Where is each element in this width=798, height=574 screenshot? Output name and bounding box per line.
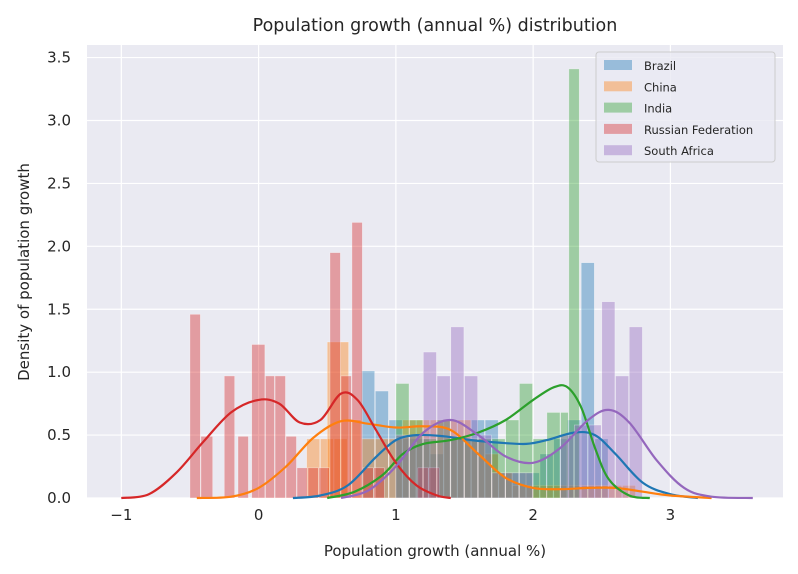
- histogram-bar: [223, 375, 235, 499]
- y-tick-label: 0.0: [47, 489, 71, 507]
- histogram-bar: [329, 252, 341, 499]
- legend: Brazil China India Russian Federation South …: [595, 51, 776, 163]
- x-tick-label: 2: [528, 506, 538, 524]
- bars-south-africa: [395, 301, 643, 499]
- histogram-bar: [285, 436, 297, 499]
- histogram-bar: [615, 375, 629, 499]
- legend-swatch: [604, 123, 632, 134]
- kde-line-india: [326, 384, 650, 500]
- x-tick-label: 3: [666, 506, 676, 524]
- legend-swatch: [604, 81, 632, 92]
- histogram-bar: [265, 375, 275, 499]
- legend-label: South Africa: [644, 144, 714, 158]
- y-tick-label: 1.0: [47, 363, 71, 381]
- histogram-bar: [200, 436, 213, 499]
- y-tick-label: 2.0: [47, 237, 71, 255]
- legend-label: India: [644, 102, 672, 116]
- kde-curves: [121, 384, 753, 500]
- histogram-bar: [450, 326, 465, 499]
- legend-box: [595, 51, 776, 163]
- histogram-bar: [505, 472, 520, 499]
- x-tick-label: 0: [254, 506, 264, 524]
- kde-line-russian-federation: [121, 391, 451, 500]
- legend-swatch: [604, 60, 632, 70]
- histogram-bar: [423, 351, 437, 499]
- histogram-bar: [351, 222, 363, 499]
- histogram-bar: [307, 467, 319, 499]
- histogram-bar: [546, 412, 561, 499]
- legend-swatch: [604, 102, 632, 113]
- y-tick-label: 1.5: [47, 300, 71, 318]
- legend-label: Brazil: [644, 59, 676, 73]
- x-tick-label: 1: [391, 506, 401, 524]
- y-axis-ticks: 0.0 0.5 1.0 1.5 2.0 2.5 3.0 3.5: [47, 49, 71, 507]
- legend-label: China: [644, 80, 677, 94]
- kde-line-brazil: [292, 430, 699, 500]
- y-axis-title: Density of population growth: [15, 163, 33, 381]
- histogram-bars: [189, 68, 643, 499]
- histogram-bar: [532, 438, 547, 499]
- chart-title: Population growth (annual %) distributio…: [253, 16, 618, 36]
- histogram-bar: [296, 467, 308, 499]
- x-axis-title: Population growth (annual %): [324, 542, 546, 560]
- histogram-bar: [574, 424, 588, 499]
- legend-swatch: [604, 145, 632, 156]
- y-tick-label: 0.5: [47, 426, 71, 444]
- y-tick-label: 3.0: [47, 112, 71, 130]
- histogram-bar: [237, 436, 249, 499]
- histogram-bar: [318, 467, 330, 499]
- x-axis-ticks: −1 0 1 2 3: [110, 506, 675, 524]
- histogram-bar: [251, 344, 266, 499]
- y-tick-label: 2.5: [47, 174, 71, 192]
- legend-label: Russian Federation: [644, 123, 753, 137]
- histogram-bar: [189, 313, 201, 499]
- y-tick-label: 3.5: [47, 49, 71, 67]
- kde-line-south-africa: [340, 408, 753, 500]
- histogram-bar: [274, 375, 286, 499]
- x-tick-label: −1: [110, 506, 132, 524]
